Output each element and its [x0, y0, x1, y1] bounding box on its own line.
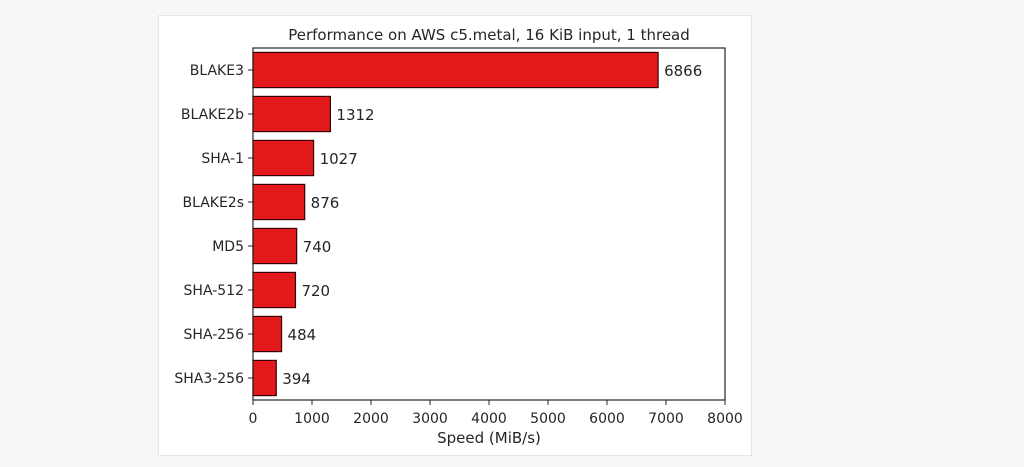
value-label: 1312 [336, 106, 374, 124]
plot-area: BLAKE3 6866 BLAKE2b 1312 SHA-1 1027 BLAKE2s 876… [174, 47, 743, 427]
category-label: BLAKE3 [190, 63, 244, 79]
axes-frame [252, 47, 726, 401]
x-tick-label: 2000 [353, 411, 389, 427]
value-label: 720 [301, 282, 330, 300]
bar-sha3-256 [252, 359, 277, 397]
category-label: BLAKE2b [181, 107, 244, 123]
category-label: MD5 [212, 239, 244, 255]
category-label: SHA-1 [201, 151, 244, 167]
category-label: SHA3-256 [174, 371, 244, 387]
category-label: SHA-512 [184, 283, 244, 299]
x-tick-label: 3000 [412, 411, 448, 427]
bar-blake2b [252, 95, 332, 133]
category-label: BLAKE2s [182, 195, 244, 211]
x-axis-label: Speed (MiB/s) [437, 429, 541, 447]
x-tick-label: 8000 [707, 411, 743, 427]
value-label: 876 [311, 194, 340, 212]
value-label: 1027 [320, 150, 358, 168]
chart-title: Performance on AWS c5.metal, 16 KiB inpu… [288, 26, 690, 44]
value-label: 484 [288, 326, 317, 344]
x-tick-label: 4000 [471, 411, 507, 427]
bar-blake2s [252, 183, 306, 221]
bar-blake3 [252, 51, 659, 89]
bar-md5 [252, 227, 298, 265]
x-tick-label: 1000 [294, 411, 330, 427]
bar-sha-512 [252, 271, 297, 309]
value-label: 6866 [664, 62, 702, 80]
category-label: SHA-256 [184, 327, 245, 343]
bar-sha-1 [252, 139, 315, 177]
x-tick-label: 0 [249, 411, 258, 427]
value-label: 394 [282, 370, 311, 388]
x-tick-label: 6000 [589, 411, 625, 427]
x-tick-label: 7000 [648, 411, 684, 427]
value-label: 740 [303, 238, 332, 256]
bar-sha-256 [252, 315, 283, 353]
x-tick-label: 5000 [530, 411, 566, 427]
